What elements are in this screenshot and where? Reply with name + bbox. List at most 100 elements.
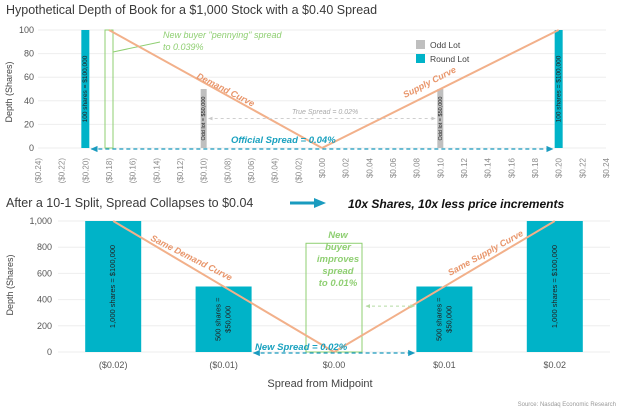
bottom-new-spread-label: New Spread = 0.02%	[255, 342, 348, 353]
top-y-tick-label: 40	[24, 96, 34, 106]
top-true-spread-label: True Spread = 0.02%	[292, 109, 358, 116]
bottom-chart-marks: 1,000 shares = $100,000 500 shares = $50,0…	[85, 220, 583, 357]
bottom-bar-label: 500 shares = $50,000	[434, 297, 453, 341]
bottom-x-ticks: ($0.02) ($0.01) $0.00 $0.01 $0.02	[99, 360, 566, 370]
top-x-ticks: ($0.24) ($0.22) ($0.20) ($0.18) ($0.16) ($0.1…	[34, 157, 611, 183]
top-supply-curve	[321, 29, 560, 149]
top-bar-label: 100 shares = $100,000	[82, 55, 89, 122]
top-x-tick-label: ($0.06)	[247, 158, 256, 184]
source-note: Source: Nasdaq Economic Research	[518, 402, 616, 408]
bottom-x-tick-label: $0.01	[433, 360, 456, 370]
improver-line-2: buyer	[325, 242, 352, 253]
top-x-tick-label: $0.12	[460, 157, 469, 178]
bottom-bar-label: 500 shares = $50,000	[214, 297, 233, 341]
top-x-tick-label: ($0.12)	[176, 158, 185, 184]
top-x-tick-label: ($0.02)	[294, 158, 303, 184]
bottom-y-tick-label: 200	[37, 321, 52, 331]
bottom-bar-label-line-2: $50,000	[444, 306, 453, 333]
bottom-y-tick-label: 1,000	[29, 216, 52, 226]
top-x-tick-label: ($0.16)	[129, 158, 138, 184]
bottom-bar-label-text: 1,000 shares = $100,000	[108, 245, 117, 328]
top-x-tick-label: $0.20	[555, 157, 564, 178]
top-x-tick-label: $0.06	[389, 157, 398, 178]
improver-line-4: spread	[322, 266, 353, 277]
bottom-y-tick-label: 800	[37, 242, 52, 252]
top-x-tick-label: ($0.04)	[271, 158, 280, 184]
top-bar-label: Odd lot = $50,000	[201, 97, 207, 141]
bottom-bar-label: 1,000 shares = $100,000	[108, 245, 117, 328]
top-bar-label: 100 shares = $100,000	[555, 55, 562, 122]
top-x-tick-label: ($0.22)	[58, 158, 67, 184]
bottom-improver-annotation: New buyer improves spread to 0.01%	[317, 230, 359, 289]
top-y-ticks: 0 20 40 60 80 100	[19, 25, 34, 153]
bottom-bar-label-line-2: $50,000	[224, 306, 233, 333]
top-x-tick-label: $0.08	[413, 157, 422, 178]
top-x-tick-label: $0.10	[436, 157, 445, 178]
top-y-tick-label: 100	[19, 25, 34, 35]
top-pennying-outline-bar	[104, 29, 114, 149]
top-bar-odd-lot	[200, 89, 207, 148]
top-x-tick-label: ($0.10)	[200, 158, 209, 184]
top-x-tick-label: ($0.20)	[81, 158, 90, 184]
top-bar-label: Odd lot = $50,000	[438, 97, 444, 141]
bottom-y-ticks: 0 200 400 600 800 1,000	[29, 216, 52, 357]
top-chart-marks: 100 shares = $100,000 100 shares = $100,0…	[81, 29, 563, 153]
improver-line-3: improves	[317, 254, 359, 265]
top-x-tick-label: $0.18	[531, 157, 540, 178]
top-pennying-annotation-1: New buyer "pennying" spread	[163, 30, 282, 40]
bottom-chart-title: After a 10-1 Split, Spread Collapses to …	[6, 196, 253, 210]
top-gridlines	[38, 29, 606, 149]
top-y-tick-label: 20	[24, 119, 34, 129]
bottom-demand-curve	[112, 220, 335, 353]
top-bar-odd-lot	[437, 89, 444, 148]
top-x-tick-label: ($0.18)	[105, 158, 114, 184]
bottom-x-axis-label: Spread from Midpoint	[267, 378, 372, 390]
bottom-supply-curve-label: Same Supply Curve	[446, 228, 525, 278]
legend-odd-lot-swatch	[416, 40, 425, 49]
top-pennying-leader-line	[112, 41, 161, 53]
bottom-bar-label-text: 1,000 shares = $100,000	[550, 245, 559, 328]
bottom-bar-label: 1,000 shares = $100,000	[550, 245, 559, 328]
improver-line-1: New	[328, 230, 348, 241]
top-official-spread-label: Official Spread = 0.04%	[231, 135, 336, 146]
bottom-x-tick-label: ($0.01)	[209, 360, 238, 370]
top-y-tick-label: 60	[24, 72, 34, 82]
top-y-axis-label: Depth (Shares)	[4, 61, 14, 122]
top-x-tick-label: $0.00	[318, 157, 327, 178]
legend-odd-lot-label: Odd Lot	[430, 40, 461, 50]
top-x-tick-label: ($0.08)	[223, 158, 232, 184]
bottom-bar-round-lot	[526, 221, 583, 352]
top-x-tick-label: ($0.24)	[34, 158, 43, 184]
top-y-tick-label: 80	[24, 49, 34, 59]
bottom-y-tick-label: 600	[37, 268, 52, 278]
top-x-tick-label: $0.22	[578, 157, 587, 178]
top-pennying-annotation-2: to 0.039%	[163, 42, 204, 52]
bottom-demand-curve-label: Same Demand Curve	[149, 233, 234, 283]
top-y-tick-label: 0	[29, 143, 34, 153]
bottom-x-tick-label: $0.02	[544, 360, 567, 370]
bottom-supply-curve	[333, 220, 556, 353]
bottom-x-tick-label: ($0.02)	[99, 360, 128, 370]
top-bar-round-lot	[81, 30, 90, 148]
legend-round-lot-label: Round Lot	[430, 54, 470, 64]
top-x-tick-label: ($0.14)	[152, 158, 161, 184]
improver-line-5: to 0.01%	[319, 278, 358, 289]
bottom-y-tick-label: 400	[37, 295, 52, 305]
bottom-headline: 10x Shares, 10x less price increments	[348, 197, 564, 211]
legend-round-lot-swatch	[416, 54, 425, 63]
top-demand-curve	[108, 29, 323, 149]
top-x-tick-label: $0.14	[484, 157, 493, 178]
top-x-tick-label: $0.02	[342, 157, 351, 178]
top-x-tick-label: $0.04	[365, 157, 374, 178]
bottom-y-tick-label: 0	[47, 347, 52, 357]
top-bar-round-lot	[554, 30, 563, 148]
top-chart-title: Hypothetical Depth of Book for a $1,000 …	[6, 3, 377, 17]
bottom-bar-round-lot	[85, 221, 142, 352]
headline-arrow-head	[314, 198, 326, 208]
bottom-x-tick-label: $0.00	[323, 360, 346, 370]
bottom-bar-label-line-1: 500 shares =	[214, 297, 223, 341]
bottom-bar-label-line-1: 500 shares =	[434, 297, 443, 341]
top-x-tick-label: $0.16	[507, 157, 516, 178]
top-x-tick-label: $0.24	[602, 157, 611, 178]
